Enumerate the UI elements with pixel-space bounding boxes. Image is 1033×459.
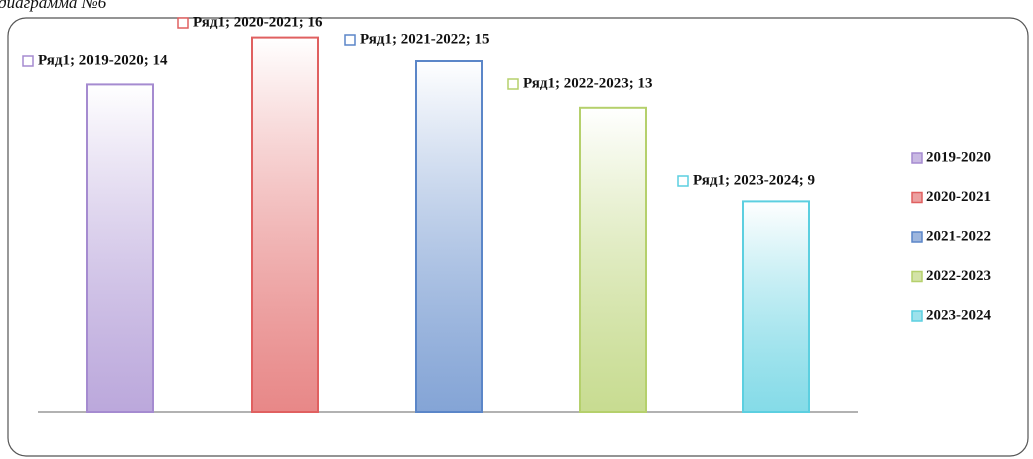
legend-label: 2022-2023 <box>926 268 991 284</box>
bar <box>251 36 319 413</box>
legend-marker <box>911 270 923 283</box>
legend-marker <box>911 191 923 204</box>
legend-label: 2023-2024 <box>926 307 991 323</box>
legend-label: 2020-2021 <box>926 189 991 205</box>
legend-marker <box>911 310 923 322</box>
data-label-marker <box>507 78 519 90</box>
data-label: Ряд1; 2022-2023; 13 <box>523 75 652 91</box>
bar <box>579 106 647 414</box>
bar <box>86 83 154 414</box>
legend-marker <box>911 231 923 243</box>
data-label-marker <box>177 17 189 29</box>
legend-label: 2021-2022 <box>926 228 991 244</box>
bar <box>742 200 810 413</box>
legend-label: 2019-2020 <box>926 149 991 165</box>
legend-marker <box>911 152 923 164</box>
data-label: Ряд1; 2021-2022; 15 <box>360 31 489 47</box>
data-label: Ряд1; 2020-2021; 16 <box>193 14 323 30</box>
chart-title: диаграмма №6 <box>0 0 107 12</box>
bar <box>415 60 483 413</box>
data-label: Ряд1; 2019-2020; 14 <box>38 52 168 68</box>
data-label-marker <box>344 34 356 46</box>
data-label-marker <box>677 175 689 187</box>
data-label: Ряд1; 2023-2024; 9 <box>693 172 815 188</box>
data-label-marker <box>22 55 34 67</box>
